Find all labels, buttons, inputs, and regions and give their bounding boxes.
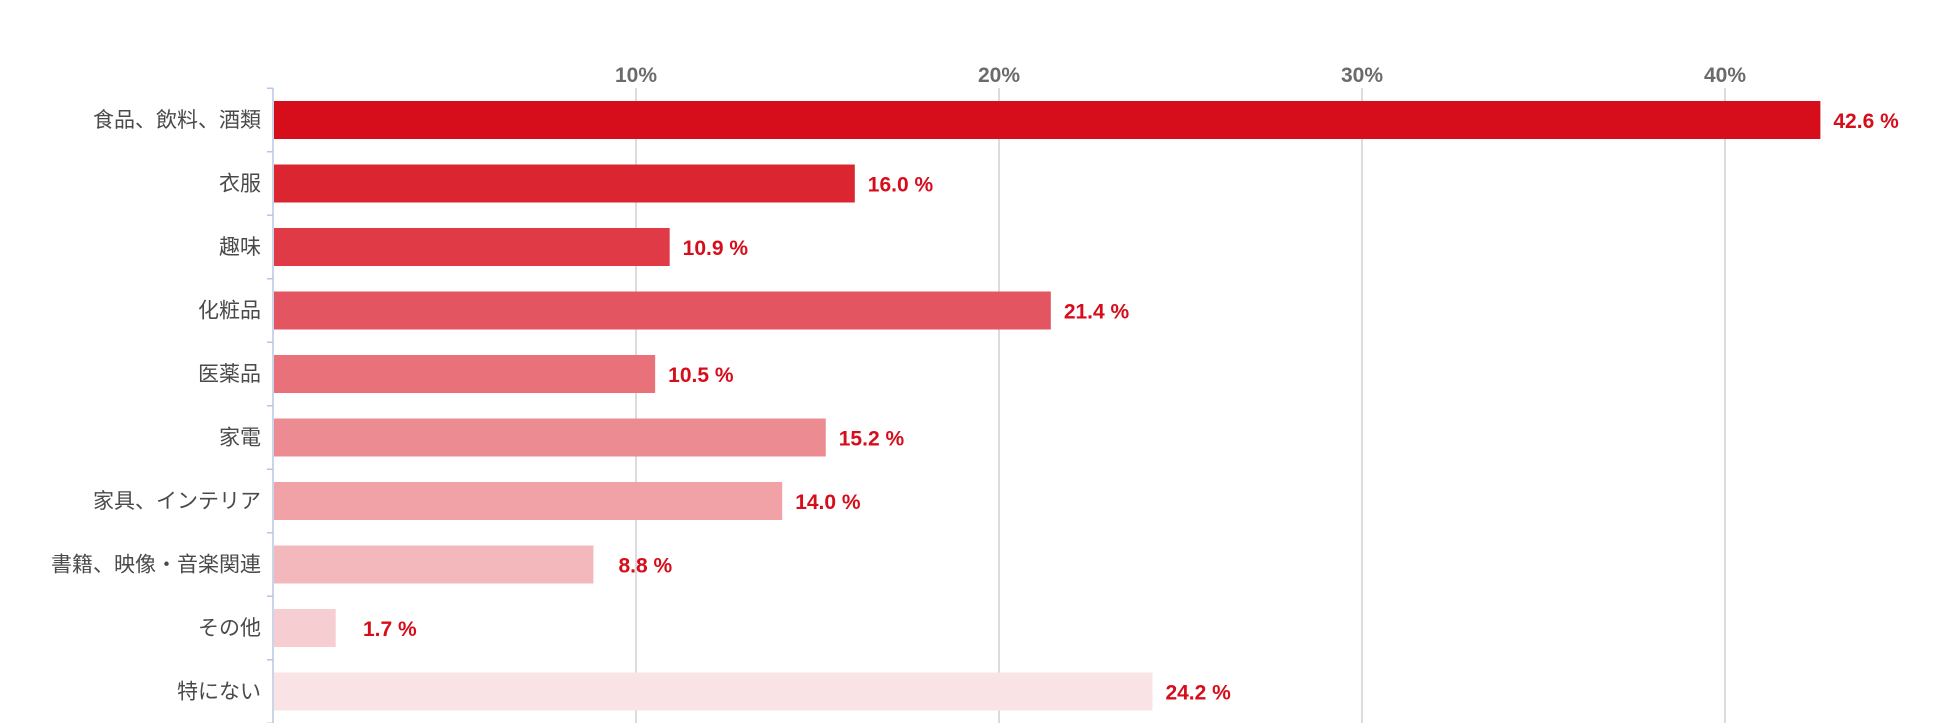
bar [274, 291, 1051, 330]
bar [274, 101, 1821, 139]
bar [274, 164, 855, 203]
data-label: 10.9 % [683, 237, 749, 260]
category-label: 化粧品 [198, 299, 261, 323]
category-label: 家電 [219, 426, 261, 450]
data-label: 16.0 % [868, 174, 934, 197]
category-label: 書籍、映像・音楽関連 [51, 553, 261, 577]
data-label: 10.5 % [668, 364, 734, 387]
data-label: 24.2 % [1165, 682, 1231, 705]
bar [274, 672, 1153, 711]
data-label: 14.0 % [795, 491, 861, 514]
category-label: 衣服 [219, 172, 261, 196]
bar [274, 355, 656, 393]
category-label: 食品、飲料、酒類 [93, 108, 261, 132]
data-label: 8.8 % [618, 555, 672, 578]
data-label: 1.7 % [363, 618, 417, 641]
x-tick-label: 30% [1341, 64, 1383, 87]
data-label: 42.6 % [1833, 110, 1899, 133]
data-label: 15.2 % [839, 428, 905, 451]
bar [274, 609, 336, 647]
x-tick-label: 10% [615, 64, 657, 87]
category-label: 趣味 [219, 235, 261, 259]
category-label: 家具、インテリア [93, 489, 261, 513]
x-tick-label: 20% [978, 64, 1020, 87]
bar [274, 482, 783, 520]
bar [274, 418, 826, 457]
category-label: 特にない [177, 680, 261, 704]
category-label: 医薬品 [198, 362, 261, 386]
bar [274, 228, 670, 266]
x-tick-label: 40% [1704, 64, 1746, 87]
data-label: 21.4 % [1064, 301, 1130, 324]
bar [274, 545, 594, 584]
category-label: その他 [198, 616, 261, 640]
